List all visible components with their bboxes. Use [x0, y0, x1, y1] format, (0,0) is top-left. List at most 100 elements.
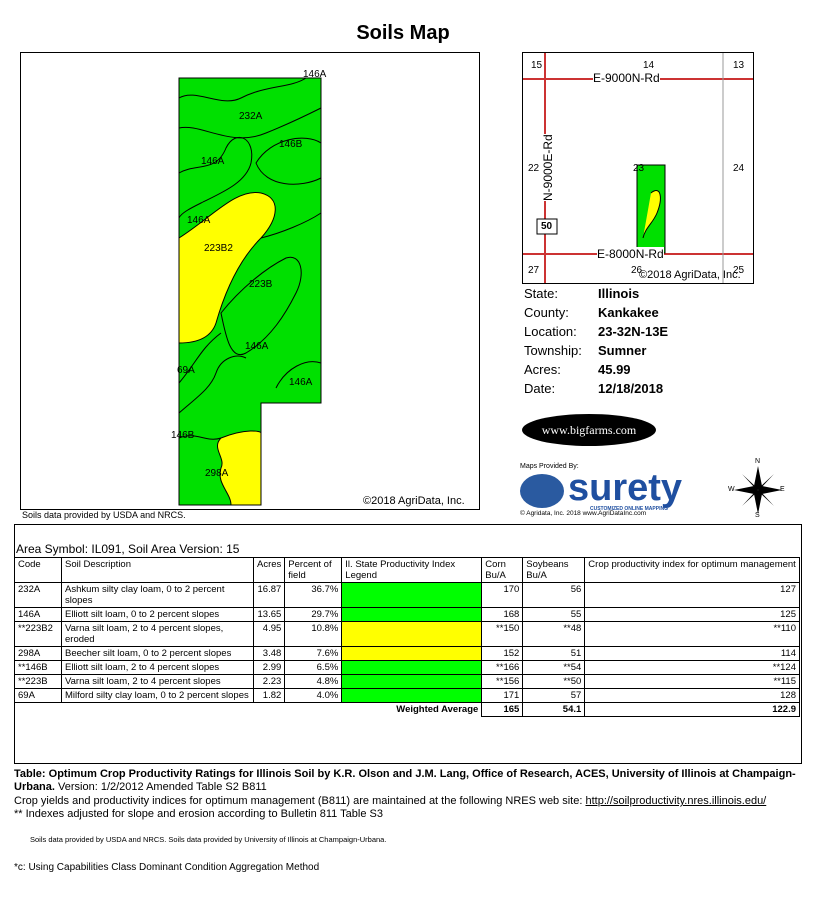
soil-code: 146A — [14, 607, 62, 622]
legend-swatch — [341, 674, 483, 689]
route-50-shield: 50 — [541, 221, 553, 232]
soil-description: Varna silt loam, 2 to 4 percent slopes, … — [61, 621, 254, 647]
road-label-e9000n: E-9000N-Rd — [593, 71, 660, 85]
table-row: **223B2 Varna silt loam, 2 to 4 percent s… — [14, 621, 800, 647]
section-13: 13 — [733, 60, 745, 71]
soil-table: Code Soil Description Acres Percent of f… — [14, 557, 800, 717]
locator-copyright: ©2018 AgriData, Inc. — [639, 269, 741, 281]
soybean-yield: **54 — [522, 660, 586, 675]
bigfarms-logo[interactable]: www.bigfarms.com — [522, 414, 656, 446]
map-label-146b-bottom: 146B — [171, 430, 195, 441]
soil-acres: 1.82 — [252, 688, 286, 703]
soil-percent: 4.0% — [284, 688, 343, 703]
table-row: **146B Elliott silt loam, 2 to 4 percent … — [14, 660, 800, 675]
surety-logo[interactable]: surety — [568, 467, 683, 509]
header-soybeans: Soybeans Bu/A — [522, 557, 586, 583]
legend-swatch — [341, 621, 483, 647]
corn-yield: 171 — [481, 688, 524, 703]
footnote-aggregation: *c: Using Capabilities Class Dominant Co… — [14, 862, 320, 873]
corn-yield: **166 — [481, 660, 524, 675]
soybean-yield: 55 — [522, 607, 586, 622]
soil-percent: 10.8% — [284, 621, 343, 647]
crop-productivity-index: 127 — [584, 582, 800, 608]
soil-rows: 232A Ashkum silty clay loam, 0 to 2 perce… — [14, 582, 800, 703]
soil-percent: 4.8% — [284, 674, 343, 689]
nres-link[interactable]: http://soilproductivity.nres.illinois.ed… — [585, 795, 767, 807]
header-acres: Acres — [252, 557, 286, 583]
legend-swatch — [341, 646, 483, 661]
corn-yield: 152 — [481, 646, 524, 661]
table-row: **223B Varna silt loam, 2 to 4 percent sl… — [14, 674, 800, 689]
soil-description: Elliott silt loam, 2 to 4 percent slopes — [61, 660, 254, 675]
soil-code: **223B — [14, 674, 62, 689]
soybean-yield: 56 — [522, 582, 586, 608]
soil-code: 232A — [14, 582, 62, 608]
crop-productivity-index: **115 — [584, 674, 800, 689]
header-code: Code — [14, 557, 62, 583]
section-24: 24 — [733, 163, 745, 174]
footnote-table-source: Table: Optimum Crop Productivity Ratings… — [14, 768, 804, 794]
map-label-146a-upper: 146A — [201, 156, 225, 167]
table-row: 146A Elliott silt loam, 0 to 2 percent sl… — [14, 607, 800, 622]
section-27: 27 — [528, 265, 540, 276]
map-label-223b2: 223B2 — [204, 243, 233, 254]
map-label-146a-right: 146A — [289, 377, 313, 388]
legend-swatch — [341, 660, 483, 675]
corn-yield: **150 — [481, 621, 524, 647]
weighted-average-label: Weighted Average — [14, 702, 483, 717]
header-description: Soil Description — [61, 557, 254, 583]
soil-code: 298A — [14, 646, 62, 661]
soil-percent: 29.7% — [284, 607, 343, 622]
table-header-row: Code Soil Description Acres Percent of f… — [14, 557, 800, 583]
legend-swatch — [341, 582, 483, 608]
legend-swatch — [341, 607, 483, 622]
soil-acres: 16.87 — [252, 582, 286, 608]
soils-map[interactable]: 146A 232A 146B 146A 146A 223B2 223B 146A… — [20, 52, 480, 510]
area-symbol: Area Symbol: IL091, Soil Area Version: 1… — [16, 542, 240, 556]
soil-description: Varna silt loam, 2 to 4 percent slopes — [61, 674, 254, 689]
road-label-e8000n: E-8000N-Rd — [597, 247, 664, 261]
map-label-146a-mid: 146A — [245, 341, 269, 352]
map-label-69a: 69A — [177, 365, 195, 376]
compass-w: W — [728, 486, 735, 493]
section-23: 23 — [633, 163, 645, 174]
soil-acres: 13.65 — [252, 607, 286, 622]
surety-globe-icon — [520, 474, 564, 508]
footnote-source-version: Version: 1/2/2012 Amended Table S2 B811 — [54, 781, 267, 793]
header-legend: Il. State Productivity Index Legend — [341, 557, 483, 583]
crop-productivity-index: **110 — [584, 621, 800, 647]
soil-description: Beecher silt loam, 0 to 2 percent slopes — [61, 646, 254, 661]
footnote-data-sources: Soils data provided by USDA and NRCS. So… — [30, 835, 387, 844]
soil-percent: 36.7% — [284, 582, 343, 608]
header-corn: Corn Bu/A — [481, 557, 524, 583]
soil-acres: 2.23 — [252, 674, 286, 689]
crop-productivity-index: **124 — [584, 660, 800, 675]
soil-description: Ashkum silty clay loam, 0 to 2 percent s… — [61, 582, 254, 608]
footnote-indexes: ** Indexes adjusted for slope and erosio… — [14, 808, 383, 820]
crop-productivity-index: 128 — [584, 688, 800, 703]
header-percent: Percent of field — [284, 557, 343, 583]
footnote-nres: Crop yields and productivity indices for… — [14, 795, 766, 807]
section-26: 26 — [631, 265, 643, 276]
table-row: 69A Milford silty clay loam, 0 to 2 perce… — [14, 688, 800, 703]
footnote-nres-text: Crop yields and productivity indices for… — [14, 795, 586, 807]
table-row: 232A Ashkum silty clay loam, 0 to 2 perce… — [14, 582, 800, 608]
corn-yield: 170 — [481, 582, 524, 608]
table-row: 298A Beecher silt loam, 0 to 2 percent sl… — [14, 646, 800, 661]
map-label-298a: 298A — [205, 468, 229, 479]
soil-acres: 2.99 — [252, 660, 286, 675]
locator-map[interactable]: E-9000N-Rd N-9000E-Rd E-8000N-Rd 15 14 1… — [522, 52, 754, 284]
soil-code: **223B2 — [14, 621, 62, 647]
map-label-232a: 232A — [239, 111, 263, 122]
section-14: 14 — [643, 60, 655, 71]
soils-map-graphic — [178, 77, 322, 506]
page-title: Soils Map — [356, 22, 450, 44]
soil-percent: 7.6% — [284, 646, 343, 661]
soybean-yield: 57 — [522, 688, 586, 703]
weighted-average-row: Weighted Average 165 54.1 122.9 — [14, 702, 800, 717]
compass-n: N — [755, 458, 761, 465]
header-cpi: Crop productivity index for optimum mana… — [584, 557, 800, 583]
soybean-yield: **48 — [522, 621, 586, 647]
legend-swatch — [341, 688, 483, 703]
